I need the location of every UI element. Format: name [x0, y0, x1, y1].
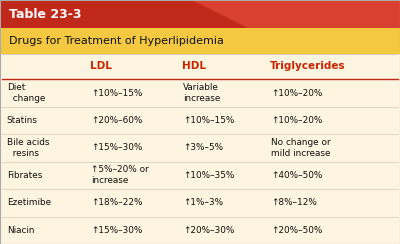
Text: No change or
mild increase: No change or mild increase — [271, 138, 330, 158]
Text: ↑18%–22%: ↑18%–22% — [91, 198, 142, 207]
Text: ↑8%–12%: ↑8%–12% — [271, 198, 317, 207]
Text: Variable
increase: Variable increase — [183, 83, 220, 103]
Text: Triglycerides: Triglycerides — [270, 61, 346, 71]
Text: ↑40%–50%: ↑40%–50% — [271, 171, 322, 180]
Text: Statins: Statins — [7, 116, 38, 125]
Text: Bile acids
  resins: Bile acids resins — [7, 138, 49, 158]
Bar — [0, 28, 400, 54]
Text: ↑20%–30%: ↑20%–30% — [183, 226, 234, 235]
Text: ↑3%–5%: ↑3%–5% — [183, 143, 223, 152]
Text: Niacin: Niacin — [7, 226, 34, 235]
Text: ↑20%–60%: ↑20%–60% — [91, 116, 142, 125]
Text: ↑1%–3%: ↑1%–3% — [183, 198, 223, 207]
Text: Table 23-3: Table 23-3 — [9, 8, 81, 20]
Text: Fibrates: Fibrates — [7, 171, 42, 180]
Text: LDL: LDL — [90, 61, 112, 71]
Text: ↑10%–15%: ↑10%–15% — [183, 116, 234, 125]
Text: Drugs for Treatment of Hyperlipidemia: Drugs for Treatment of Hyperlipidemia — [9, 36, 224, 46]
Bar — [0, 54, 400, 244]
Text: HDL: HDL — [182, 61, 206, 71]
Text: Ezetimibe: Ezetimibe — [7, 198, 51, 207]
Text: ↑10%–35%: ↑10%–35% — [183, 171, 234, 180]
Text: Diet
  change: Diet change — [7, 83, 45, 103]
Text: ↑15%–30%: ↑15%–30% — [91, 226, 142, 235]
Text: ↑10%–20%: ↑10%–20% — [271, 89, 322, 98]
Text: ↑5%–20% or
increase: ↑5%–20% or increase — [91, 165, 148, 185]
Polygon shape — [192, 0, 400, 28]
Text: ↑15%–30%: ↑15%–30% — [91, 143, 142, 152]
Text: ↑10%–20%: ↑10%–20% — [271, 116, 322, 125]
Text: ↑20%–50%: ↑20%–50% — [271, 226, 322, 235]
Bar — [0, 0, 400, 28]
Text: ↑10%–15%: ↑10%–15% — [91, 89, 142, 98]
